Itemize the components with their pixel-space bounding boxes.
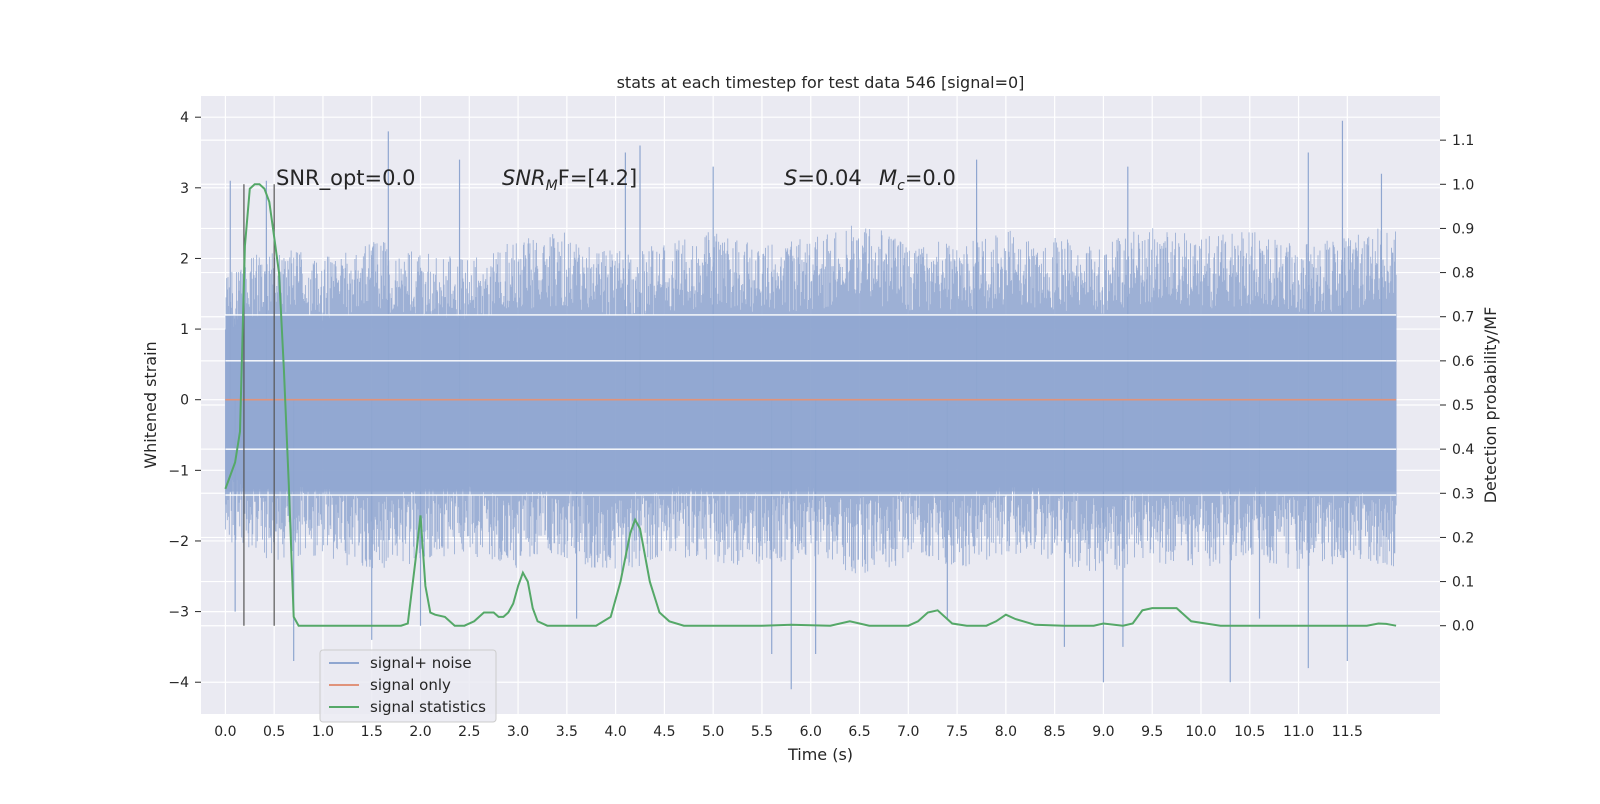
annotation-s: S=0.04 [784,166,862,190]
x-tick-label: 4.0 [604,724,626,740]
annotation-mc: Mc=0.0 [879,166,956,194]
y-tick-label-right: 0.8 [1452,266,1474,282]
legend-box [319,649,497,723]
x-tick-label: 3.5 [556,724,578,740]
y-tick-label-right: 0.9 [1452,221,1474,237]
annotation-mc-rest: =0.0 [905,166,956,190]
y-tick-label-right: 0.4 [1452,442,1474,458]
noise-band [224,120,1397,690]
annotation-mc-sub: c [897,178,905,194]
legend-label-signal-statistics: signal statistics [370,698,486,716]
y-tick-label-left: 4 [180,110,189,126]
x-tick-label: 9.0 [1092,724,1114,740]
y-axis-label-right: Detection probability/MF [1481,307,1500,504]
x-tick-label: 5.0 [702,724,724,740]
y-tick-label-left: −1 [168,463,189,479]
legend: signal+ noise signal only signal statist… [319,649,497,723]
y-tick-label-right: 0.7 [1452,310,1474,326]
x-tick-label: 5.5 [751,724,773,740]
annotation-s-rest: =0.04 [797,166,861,190]
y-tick-label-left: 0 [180,393,189,409]
y-tick-label-right: 0.2 [1452,530,1474,546]
x-tick-label: 10.5 [1234,724,1265,740]
series-lines [224,183,1397,627]
x-tick-label: 6.0 [800,724,822,740]
tick-labels: 0.0 0.5 1.0 1.5 2.0 2.5 3.0 3.5 4.0 4.5 5.0 5.5 6.0 6… [168,110,1474,740]
y-tick-label-right: 1.1 [1452,133,1474,149]
annotation-snr-mf: SNRMF=[4.2] [502,166,637,194]
y-tick-label-left: 3 [180,181,189,197]
x-tick-label: 11.5 [1332,724,1363,740]
annotation-snr-opt: SNR_opt=0.0 [276,166,416,191]
x-tick-label: 3.0 [507,724,529,740]
annotation-s-label: S [784,166,797,190]
y-tick-label-right: 0.1 [1452,575,1474,591]
x-tick-label: 2.0 [409,724,431,740]
y-tick-label-right: 0.0 [1452,619,1474,635]
y-tick-label-left: 1 [180,322,189,338]
chart-title: stats at each timestep for test data 546… [617,73,1025,92]
x-tick-label: 4.5 [653,724,675,740]
x-tick-label: 10.0 [1185,724,1216,740]
annotation-mc-label: M [879,166,897,190]
x-axis-label: Time (s) [787,745,853,764]
x-tick-label: 7.5 [946,724,968,740]
annotation-snr-mf-main: SNR [502,166,546,190]
y-tick-label-left: 2 [180,251,189,267]
x-tick-label: 1.0 [312,724,334,740]
y-tick-label-right: 0.3 [1452,486,1474,502]
x-tick-label: 0.0 [214,724,236,740]
y-tick-label-left: −4 [168,675,189,691]
annotation-snr-mf-sub: M [546,178,558,194]
legend-label-signal-noise: signal+ noise [370,654,472,672]
y-tick-label-left: −3 [168,605,189,621]
signal-noise-core [225,314,1397,492]
x-tick-label: 8.0 [995,724,1017,740]
x-tick-label: 8.5 [1044,724,1066,740]
x-tick-label: 2.5 [458,724,480,740]
y-tick-label-left: −2 [168,534,189,550]
annotation-snr-mf-rest: F=[4.2] [558,166,637,190]
signal-statistics-line [224,183,1397,627]
x-tick-label: 1.5 [361,724,383,740]
y-tick-label-right: 1.0 [1452,177,1474,193]
x-tick-label: 0.5 [263,724,285,740]
y-axis-label-left: Whitened strain [141,341,160,468]
y-tick-label-right: 0.6 [1452,354,1474,370]
x-tick-label: 6.5 [848,724,870,740]
x-tick-label: 7.0 [897,724,919,740]
y-tick-label-right: 0.5 [1452,398,1474,414]
x-tick-label: 9.5 [1141,724,1163,740]
x-tick-label: 11.0 [1283,724,1314,740]
legend-label-signal-only: signal only [370,676,451,694]
